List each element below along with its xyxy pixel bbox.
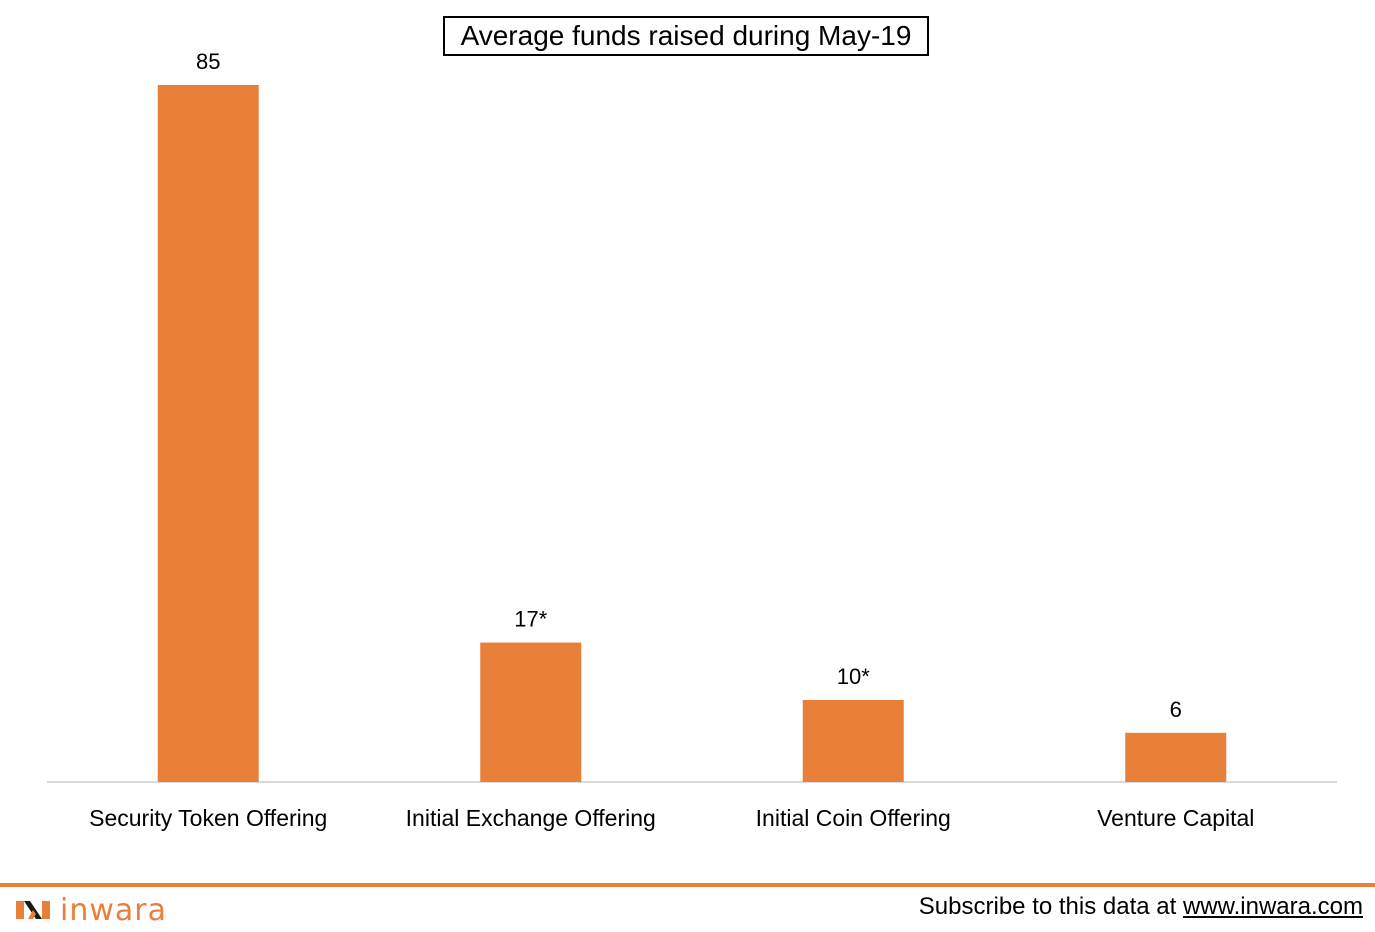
bar-3 (802, 700, 904, 782)
data-label-3: 10* (837, 664, 870, 689)
brand-logo: inwara (16, 892, 167, 928)
chart-title-text: Average funds raised during May-19 (460, 20, 912, 51)
brand-name: inwara (60, 892, 167, 928)
footer-divider (0, 883, 1375, 887)
category-label-2: Initial Exchange Offering (406, 805, 656, 831)
subscribe-note: Subscribe to this data at www.inwara.com (919, 893, 1363, 921)
category-label-1: Security Token Offering (89, 805, 327, 831)
subscribe-link[interactable]: www.inwara.com (1182, 893, 1363, 920)
data-label-1: 85 (196, 49, 220, 74)
bar-chart: 85 Security Token Offering 17* Initial Exch… (47, 49, 1337, 831)
data-label-4: 6 (1170, 697, 1182, 722)
subscribe-text: Subscribe to this data at (918, 893, 1183, 920)
category-label-4: Venture Capital (1097, 805, 1254, 831)
bar-2 (480, 642, 582, 782)
data-label-2: 17* (514, 607, 547, 632)
category-label-3: Initial Coin Offering (756, 805, 951, 831)
inwara-logo-icon (16, 901, 50, 919)
bar-4 (1125, 732, 1227, 782)
chart-title: Average funds raised during May-19 (443, 16, 929, 56)
bar-1 (157, 85, 259, 782)
